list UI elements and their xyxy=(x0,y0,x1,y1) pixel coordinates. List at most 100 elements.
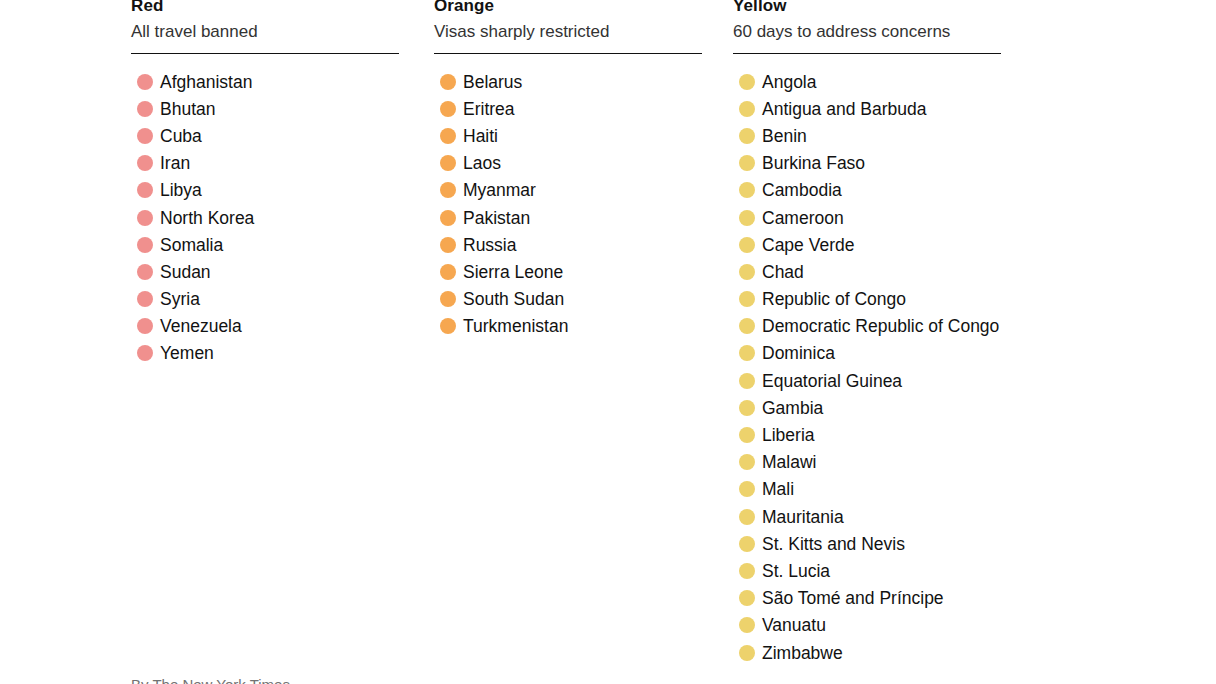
status-dot-icon xyxy=(137,155,153,171)
attribution: By The New York Times xyxy=(131,675,290,684)
header-rule xyxy=(733,53,1001,54)
country-row: Mali xyxy=(733,476,1001,503)
country-row: Zimbabwe xyxy=(733,639,1001,666)
country-row: St. Lucia xyxy=(733,557,1001,584)
country-list-yellow: Angola Antigua and Barbuda Benin Burkina Fa… xyxy=(733,68,1001,666)
country-list-orange: BelarusEritreaHaitiLaosMyanmarPakistanRu… xyxy=(434,68,702,340)
status-dot-icon xyxy=(739,155,755,171)
country-label: Belarus xyxy=(463,72,522,92)
country-row: South Sudan xyxy=(434,286,702,313)
status-dot-icon xyxy=(739,318,755,334)
country-row: Somalia xyxy=(131,231,399,258)
country-label: Chad xyxy=(762,262,804,282)
status-dot-icon xyxy=(137,291,153,307)
country-label: Sudan xyxy=(160,262,211,282)
country-label: Eritrea xyxy=(463,99,515,119)
country-row: Turkmenistan xyxy=(434,313,702,340)
country-label: Turkmenistan xyxy=(463,316,568,336)
status-dot-icon xyxy=(739,400,755,416)
country-row: Malawi xyxy=(733,449,1001,476)
status-dot-icon xyxy=(739,590,755,606)
country-label: Russia xyxy=(463,235,517,255)
status-dot-icon xyxy=(739,373,755,389)
status-dot-icon xyxy=(440,264,456,280)
status-dot-icon xyxy=(137,101,153,117)
country-row: Democratic Republic of Congo xyxy=(733,313,1001,340)
country-row: Sudan xyxy=(131,258,399,285)
country-label: Benin xyxy=(762,126,807,146)
country-label: Mauritania xyxy=(762,507,844,527)
country-label: Equatorial Guinea xyxy=(762,371,902,391)
country-row: Cambodia xyxy=(733,177,1001,204)
column-title-red: Red xyxy=(131,0,399,16)
country-row: Mauritania xyxy=(733,503,1001,530)
country-label: Myanmar xyxy=(463,180,536,200)
status-dot-icon xyxy=(440,318,456,334)
country-label: St. Kitts and Nevis xyxy=(762,534,905,554)
country-row: Iran xyxy=(131,150,399,177)
country-row: Libya xyxy=(131,177,399,204)
status-dot-icon xyxy=(739,563,755,579)
status-dot-icon xyxy=(137,318,153,334)
country-label: Venezuela xyxy=(160,316,242,336)
status-dot-icon xyxy=(137,182,153,198)
country-row: Vanuatu xyxy=(733,612,1001,639)
column-title-orange: Orange xyxy=(434,0,702,16)
country-row: Burkina Faso xyxy=(733,150,1001,177)
country-row: Afghanistan xyxy=(131,68,399,95)
country-label: Cameroon xyxy=(762,208,844,228)
country-row: Cape Verde xyxy=(733,231,1001,258)
status-dot-icon xyxy=(440,210,456,226)
country-label: Libya xyxy=(160,180,202,200)
country-label: Malawi xyxy=(762,452,816,472)
status-dot-icon xyxy=(440,182,456,198)
country-label: Cape Verde xyxy=(762,235,854,255)
country-row: Liberia xyxy=(733,421,1001,448)
country-label: South Sudan xyxy=(463,289,564,309)
country-row: Cuba xyxy=(131,122,399,149)
country-row: Belarus xyxy=(434,68,702,95)
country-label: Dominica xyxy=(762,343,835,363)
status-dot-icon xyxy=(739,210,755,226)
country-row: Gambia xyxy=(733,394,1001,421)
status-dot-icon xyxy=(440,74,456,90)
country-row: Sierra Leone xyxy=(434,258,702,285)
status-dot-icon xyxy=(739,182,755,198)
country-label: St. Lucia xyxy=(762,561,830,581)
country-label: Iran xyxy=(160,153,190,173)
column-subtitle-orange: Visas sharply restricted xyxy=(434,22,702,42)
country-list-red: AfghanistanBhutanCubaIranLibyaNorth Kore… xyxy=(131,68,399,367)
status-dot-icon xyxy=(137,237,153,253)
status-dot-icon xyxy=(739,291,755,307)
status-dot-icon xyxy=(739,481,755,497)
country-row: Haiti xyxy=(434,122,702,149)
status-dot-icon xyxy=(739,264,755,280)
country-row: Syria xyxy=(131,286,399,313)
status-dot-icon xyxy=(440,128,456,144)
status-dot-icon xyxy=(440,155,456,171)
country-row: Republic of Congo xyxy=(733,286,1001,313)
country-label: Cambodia xyxy=(762,180,842,200)
status-dot-icon xyxy=(137,128,153,144)
travel-restrictions-graphic: Red All travel banned Afghanistan Bhutan C… xyxy=(0,0,1216,684)
column-subtitle-yellow: 60 days to address concerns xyxy=(733,22,1001,42)
status-dot-icon xyxy=(137,74,153,90)
country-row: Eritrea xyxy=(434,95,702,122)
country-row: St. Kitts and Nevis xyxy=(733,530,1001,557)
country-row: Angola xyxy=(733,68,1001,95)
country-label: Mali xyxy=(762,479,794,499)
status-dot-icon xyxy=(739,427,755,443)
status-dot-icon xyxy=(137,210,153,226)
status-dot-icon xyxy=(739,345,755,361)
country-row: Antigua and Barbuda xyxy=(733,95,1001,122)
column-subtitle-red: All travel banned xyxy=(131,22,399,42)
country-label: Antigua and Barbuda xyxy=(762,99,926,119)
status-dot-icon xyxy=(739,74,755,90)
country-label: Liberia xyxy=(762,425,815,445)
country-row: Russia xyxy=(434,231,702,258)
status-dot-icon xyxy=(137,345,153,361)
country-label: Bhutan xyxy=(160,99,215,119)
status-dot-icon xyxy=(739,454,755,470)
country-row: São Tomé and Príncipe xyxy=(733,585,1001,612)
header-rule xyxy=(434,53,702,54)
